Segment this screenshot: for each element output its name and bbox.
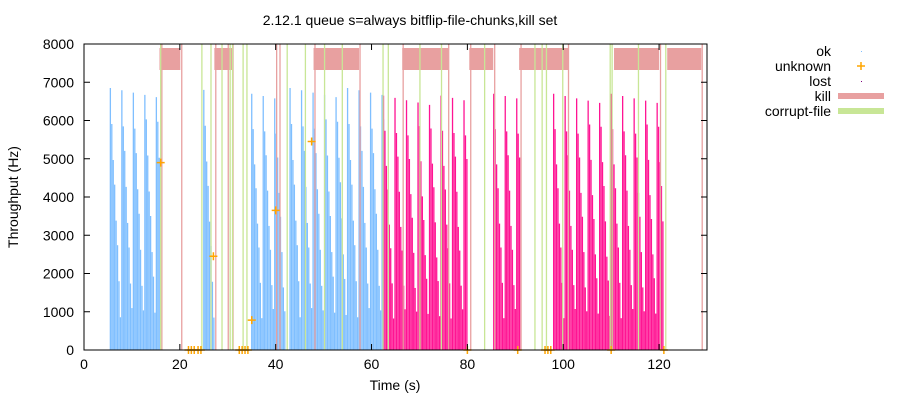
unknown-point: [156, 158, 165, 167]
x-tick-label: 100: [552, 356, 576, 372]
legend-label: lost: [809, 73, 831, 89]
legend-lost-marker: [861, 81, 862, 82]
y-tick-label: 6000: [43, 113, 74, 129]
y-axis-label: Throughput (Hz): [5, 146, 21, 248]
kill-interval: [667, 48, 702, 70]
legend-corrupt-swatch: [838, 108, 884, 114]
kill-interval: [402, 48, 449, 70]
legend-label: kill: [815, 88, 831, 104]
chart-title: 2.12.1 queue s=always bitflip-file-chunk…: [263, 12, 558, 28]
y-tick-label: 4000: [43, 189, 74, 205]
legend-ok-marker: [861, 51, 862, 52]
unknown-point: [271, 206, 280, 215]
y-tick-label: 2000: [43, 266, 74, 282]
kill-interval: [519, 48, 569, 70]
x-axis-label: Time (s): [370, 377, 421, 393]
plot-area: [109, 44, 703, 354]
kill-interval: [159, 48, 181, 70]
x-tick-label: 120: [647, 356, 671, 372]
legend-kill-swatch: [838, 93, 884, 99]
unknown-point: [209, 252, 218, 261]
y-tick-label: 7000: [43, 74, 74, 90]
x-tick-label: 80: [460, 356, 476, 372]
x-tick-label: 20: [172, 356, 188, 372]
legend-label: ok: [816, 43, 832, 59]
y-tick-label: 8000: [43, 36, 74, 52]
x-tick-label: 60: [364, 356, 380, 372]
x-tick-label: 0: [80, 356, 88, 372]
legend-label: unknown: [775, 58, 831, 74]
y-tick-label: 0: [66, 342, 74, 358]
unknown-point: [307, 137, 316, 146]
y-tick-label: 5000: [43, 151, 74, 167]
kill-interval: [469, 48, 494, 70]
kill-interval: [614, 48, 660, 70]
kill-interval: [313, 48, 360, 70]
legend-unknown-marker: [857, 62, 865, 70]
legend-label: corrupt-file: [765, 103, 831, 119]
y-tick-label: 1000: [43, 304, 74, 320]
y-tick-label: 3000: [43, 227, 74, 243]
unknown-point: [247, 316, 256, 325]
x-tick-label: 40: [268, 356, 284, 372]
